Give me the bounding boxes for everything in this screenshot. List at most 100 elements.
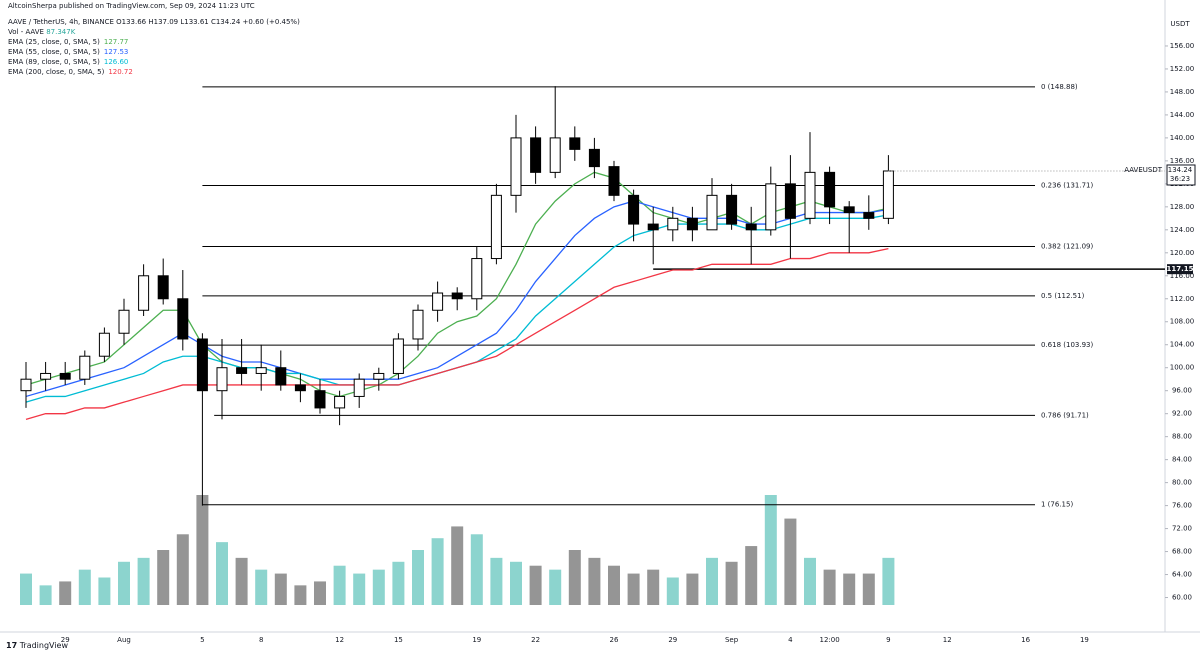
volume-bar xyxy=(294,585,307,605)
volume-bar xyxy=(314,581,326,605)
legend-name: EMA (55, close, 0, SMA, 5) xyxy=(8,48,100,56)
countdown: 36:23 xyxy=(1170,175,1190,183)
candle-body xyxy=(255,367,267,374)
y-tick-label: 88.00 xyxy=(1172,433,1192,441)
x-tick-label: 5 xyxy=(200,636,204,644)
candle-body xyxy=(784,183,796,219)
candle-body xyxy=(98,332,110,357)
candle-body xyxy=(726,194,738,225)
volume-bar xyxy=(686,573,699,605)
volume-bar xyxy=(118,561,130,605)
volume-bar xyxy=(549,569,562,605)
legend-name: Vol - AAVE xyxy=(8,28,44,36)
candle-body xyxy=(196,338,208,392)
volume-bar xyxy=(274,573,287,605)
volume-bar xyxy=(725,561,738,605)
x-tick-label: 12:00 xyxy=(820,636,840,644)
y-tick-label: 92.00 xyxy=(1172,410,1192,418)
legend-value: 127.53 xyxy=(103,48,129,56)
y-tick-label: 148.00 xyxy=(1170,88,1195,96)
candle-body xyxy=(549,137,561,173)
y-tick-label: 60.00 xyxy=(1172,594,1192,602)
legend-name: EMA (89, close, 0, SMA, 5) xyxy=(8,58,100,66)
candle-body xyxy=(647,223,659,231)
candle-body xyxy=(236,367,248,374)
volume-bar xyxy=(431,538,444,605)
legend-value: 126.60 xyxy=(103,58,129,66)
y-tick-label: 64.00 xyxy=(1172,571,1192,579)
price-tag xyxy=(1166,164,1196,186)
candle-body xyxy=(882,170,894,219)
volume-bar xyxy=(529,565,542,605)
volume-bar xyxy=(137,557,150,605)
x-tick-label: 26 xyxy=(610,636,619,644)
y-tick-label: 124.00 xyxy=(1170,226,1195,234)
y-tick-label: 116.00 xyxy=(1170,272,1195,280)
candle-body xyxy=(824,171,836,208)
candle-body xyxy=(490,194,502,260)
candle-body xyxy=(510,137,522,196)
symbol-line: AAVE / TetherUS, 4h, BINANCE O133.66 H13… xyxy=(8,18,300,26)
volume-bar xyxy=(882,557,895,605)
volume-bar xyxy=(470,534,483,605)
volume-bar xyxy=(588,557,601,605)
y-tick-label: 144.00 xyxy=(1170,111,1195,119)
x-tick-label: 16 xyxy=(1021,636,1030,644)
volume-bar xyxy=(176,534,189,605)
x-tick-label: 12 xyxy=(943,636,952,644)
y-tick-label: 156.00 xyxy=(1170,42,1195,50)
volume-bar xyxy=(510,561,522,605)
volume-bar xyxy=(20,573,32,605)
y-tick-label: 136.00 xyxy=(1170,157,1195,165)
fib-label: 0 (148.88) xyxy=(1041,83,1078,91)
volume-bar xyxy=(216,542,228,605)
candle-body xyxy=(667,217,679,231)
candle-body xyxy=(334,395,346,409)
y-tick-label: 108.00 xyxy=(1170,318,1195,326)
candle-body xyxy=(686,217,698,231)
candle-body xyxy=(157,275,169,300)
ema-line xyxy=(25,248,889,421)
volume-bar xyxy=(843,573,856,605)
candle-body xyxy=(392,338,404,374)
volume-bar xyxy=(78,569,91,605)
legend-entry: EMA (89, close, 0, SMA, 5) 126.60 xyxy=(8,58,128,66)
x-tick-label: Sep xyxy=(725,636,739,644)
ema-line xyxy=(25,200,889,398)
legend-value: 120.72 xyxy=(108,68,133,76)
candle-body xyxy=(588,148,600,168)
volume-bar xyxy=(568,550,581,605)
volume-bar xyxy=(353,573,366,605)
volume-bar xyxy=(235,557,248,605)
volume-bar xyxy=(255,569,268,605)
candle-body xyxy=(451,292,463,300)
volume-bar xyxy=(784,518,797,605)
volume-bar xyxy=(627,573,640,605)
volume-bar xyxy=(333,565,346,605)
y-tick-label: 80.00 xyxy=(1172,479,1192,487)
y-tick-label: 84.00 xyxy=(1172,456,1192,464)
candle-body xyxy=(471,258,483,300)
legend-entry: EMA (55, close, 0, SMA, 5) 127.53 xyxy=(8,48,128,56)
price-tag xyxy=(1167,264,1193,275)
volume-bar xyxy=(412,550,424,605)
y-tick-label: 140.00 xyxy=(1170,134,1195,142)
y-tick-label: 96.00 xyxy=(1172,387,1192,395)
x-tick-label: 15 xyxy=(394,636,403,644)
candle-body xyxy=(40,372,52,380)
candle-body xyxy=(804,171,816,219)
fib-label: 0.5 (112.51) xyxy=(1041,292,1085,300)
footer: 17 TradingView xyxy=(6,641,69,650)
candle-body xyxy=(216,367,228,392)
candle-body xyxy=(863,212,875,219)
y-tick-label: 152.00 xyxy=(1170,65,1195,73)
candle-body xyxy=(138,275,150,311)
y-tick-label: 120.00 xyxy=(1170,249,1195,257)
candle-body xyxy=(59,372,71,380)
x-tick-label: 19 xyxy=(472,636,481,644)
fib-label: 0.618 (103.93) xyxy=(1041,341,1093,349)
volume-bar xyxy=(745,546,758,605)
volume-bar xyxy=(647,569,660,605)
fib-label: 0.236 (131.71) xyxy=(1041,182,1093,190)
